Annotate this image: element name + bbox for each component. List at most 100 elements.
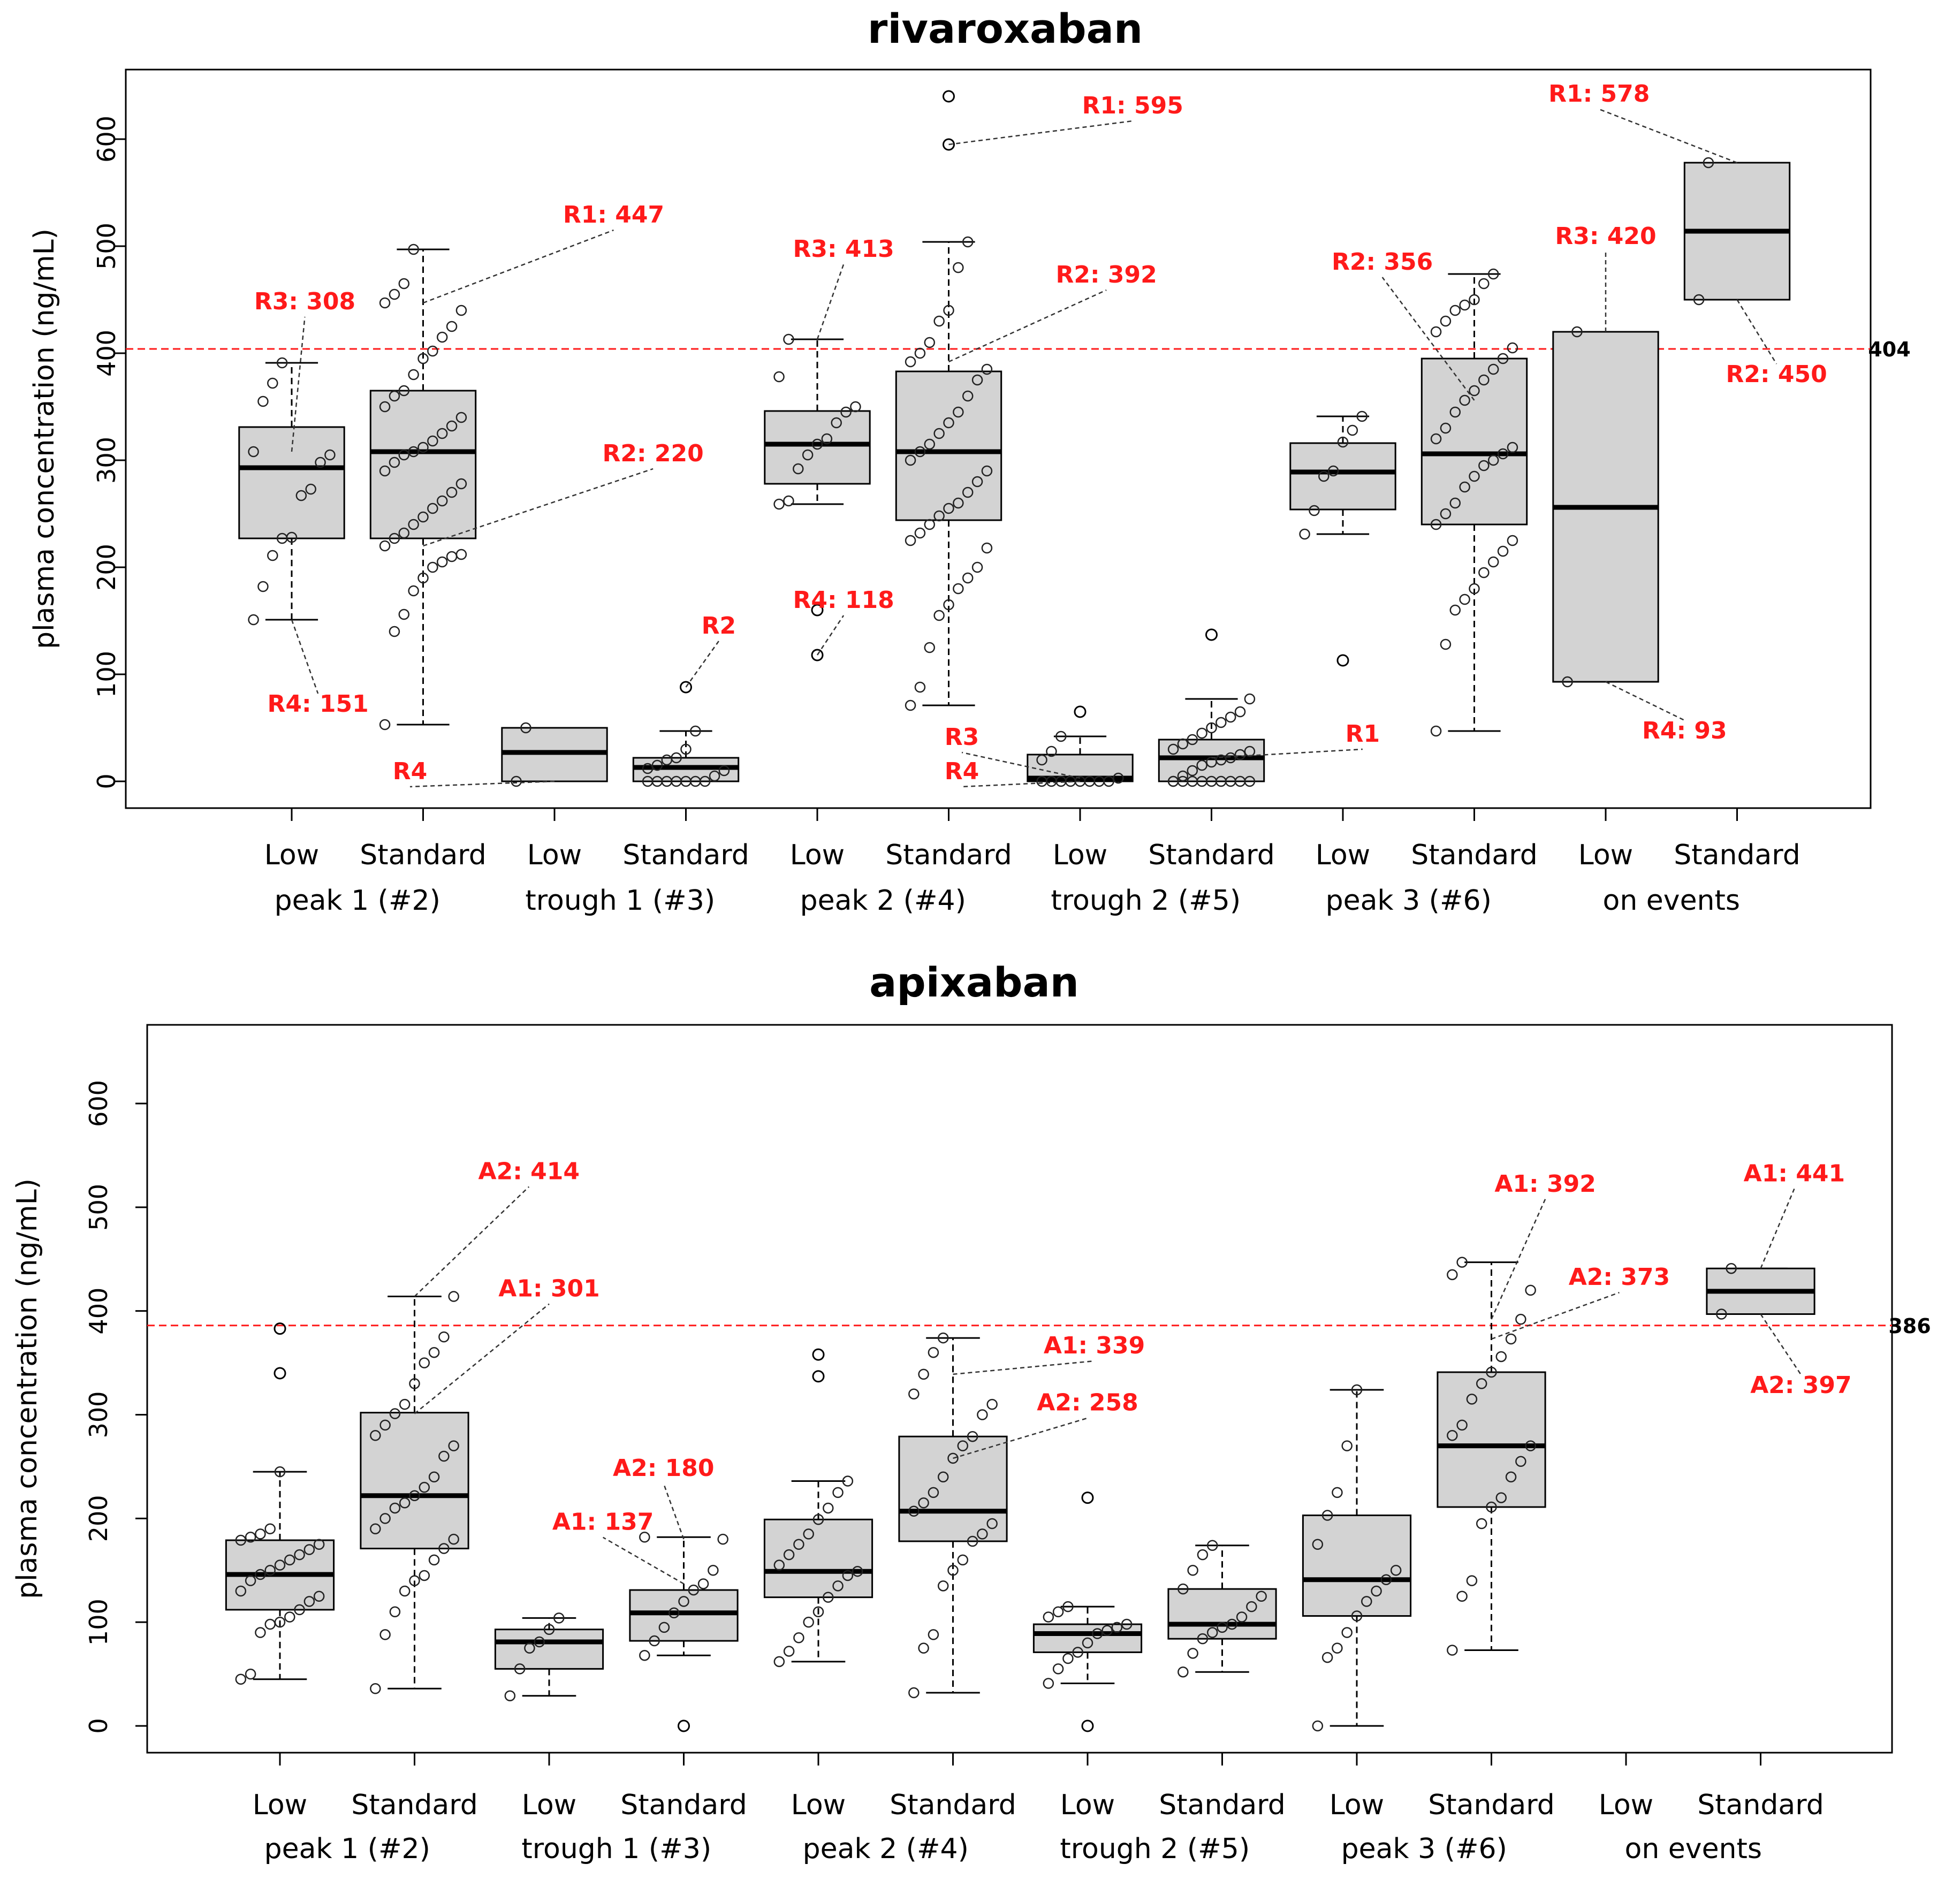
data-point	[793, 1539, 804, 1550]
data-point	[379, 1419, 391, 1431]
data-point	[389, 626, 400, 637]
data-point	[1497, 353, 1509, 364]
box-peak-2-4--standard	[895, 90, 1002, 711]
data-point	[832, 1580, 844, 1592]
data-point	[1703, 157, 1714, 169]
data-point	[953, 406, 964, 418]
data-point	[953, 583, 964, 595]
data-point	[1430, 326, 1442, 338]
x-category-label: Standard	[1411, 839, 1538, 871]
data-point	[1505, 1471, 1517, 1483]
data-point	[1459, 594, 1470, 605]
box-iqr	[763, 1518, 873, 1599]
data-point	[389, 390, 400, 402]
box-iqr	[629, 1589, 739, 1642]
box-peak-3-6--low	[1302, 1384, 1412, 1732]
annotation-label: R3: 308	[254, 288, 355, 315]
data-point	[928, 1487, 939, 1498]
data-point	[962, 236, 974, 248]
x-category-label: Low	[1330, 1789, 1384, 1821]
data-point	[1187, 765, 1198, 777]
data-point	[511, 775, 522, 787]
data-point	[1440, 422, 1452, 434]
data-point	[255, 1627, 266, 1638]
data-point	[436, 331, 448, 343]
data-point	[1234, 706, 1246, 718]
data-point	[1440, 638, 1452, 650]
data-point	[324, 449, 336, 461]
data-point	[427, 503, 438, 514]
data-point	[668, 1607, 680, 1618]
data-point	[1072, 1647, 1083, 1658]
data-point	[924, 337, 936, 348]
outlier-point	[943, 90, 955, 103]
annotation-leader	[409, 780, 555, 788]
data-point	[1478, 567, 1490, 579]
x-category-label: Standard	[1159, 1789, 1286, 1821]
data-point	[267, 550, 278, 561]
y-tick-label: 100	[84, 1599, 113, 1646]
data-point	[1380, 1574, 1392, 1585]
annotation-leader	[423, 468, 654, 547]
data-point	[1507, 442, 1518, 453]
box-peak-1-2--low	[238, 357, 345, 626]
data-point	[821, 433, 833, 445]
data-point	[943, 417, 954, 429]
data-point	[1361, 1596, 1372, 1607]
data-point	[428, 1471, 440, 1483]
data-point	[1113, 772, 1124, 784]
data-point	[1309, 505, 1320, 516]
data-point	[255, 1569, 266, 1580]
data-point	[245, 1531, 256, 1543]
annotation-leader	[816, 264, 845, 340]
data-point	[1430, 725, 1442, 737]
data-point	[908, 1388, 920, 1399]
data-point	[1111, 1622, 1123, 1633]
annotation-label: R1: 447	[563, 201, 664, 229]
outlier-point	[274, 1322, 286, 1335]
x-group-label: peak 2 (#4)	[803, 1833, 969, 1865]
data-point	[398, 449, 410, 461]
annotation-leader	[423, 229, 614, 304]
data-point	[1046, 745, 1057, 757]
data-point	[962, 486, 974, 498]
data-point	[933, 510, 945, 522]
x-category-label: Low	[253, 1789, 307, 1821]
data-point	[680, 743, 692, 755]
data-point	[957, 1554, 969, 1566]
data-point	[409, 1575, 420, 1586]
data-point	[1101, 1625, 1113, 1636]
data-point	[398, 385, 410, 397]
annotation-leader	[948, 289, 1107, 363]
outlier-point	[1074, 705, 1087, 718]
data-point	[524, 1642, 535, 1654]
data-point	[1497, 545, 1509, 557]
data-point	[1478, 460, 1490, 471]
annotation-label: R2: 450	[1726, 361, 1827, 388]
data-point	[313, 1591, 325, 1602]
data-point	[1356, 410, 1368, 422]
box-iqr	[1158, 739, 1265, 782]
data-point	[417, 353, 429, 364]
x-category-label: Low	[522, 1789, 576, 1821]
data-point	[924, 642, 936, 653]
data-point	[905, 454, 916, 466]
annotation-label: R2: 392	[1055, 261, 1157, 288]
annotation-leader	[663, 1483, 685, 1540]
data-point	[1337, 436, 1349, 448]
data-point	[370, 1430, 381, 1441]
data-point	[1187, 1565, 1198, 1576]
data-point	[428, 1346, 440, 1358]
data-point	[831, 417, 842, 429]
data-point	[1177, 738, 1189, 750]
box-peak-1-2--low	[225, 1322, 335, 1685]
annotation-label: A2: 414	[478, 1158, 580, 1185]
data-point	[1447, 1269, 1458, 1281]
data-point	[1469, 583, 1480, 595]
outlier-point	[1336, 654, 1349, 667]
data-point	[943, 305, 954, 316]
data-point	[1495, 1351, 1507, 1363]
data-point	[1430, 519, 1442, 530]
data-point	[408, 446, 419, 458]
data-point	[294, 1604, 305, 1616]
